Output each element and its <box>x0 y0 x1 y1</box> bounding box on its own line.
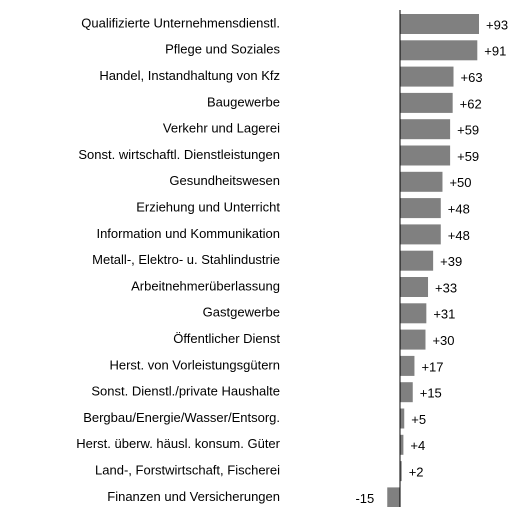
category-label: Qualifizierte Unternehmensdienstl. <box>81 15 280 30</box>
bar <box>400 198 441 219</box>
bar <box>400 145 451 166</box>
value-label: +59 <box>457 123 479 138</box>
category-label: Gesundheitswesen <box>169 173 280 188</box>
category-label: Sonst. wirtschaftl. Dienstleistungen <box>78 147 280 162</box>
category-label: Öffentlicher Dienst <box>173 331 280 346</box>
bar <box>400 434 404 455</box>
category-label: Land-, Forstwirtschaft, Fischerei <box>95 463 280 478</box>
category-label: Bergbau/Energie/Wasser/Entsorg. <box>83 410 280 425</box>
value-label: +5 <box>411 412 426 427</box>
bar <box>387 487 400 507</box>
bar <box>400 250 434 271</box>
bar <box>400 277 429 297</box>
category-label: Gastgewerbe <box>203 305 280 320</box>
value-label: +91 <box>484 44 506 59</box>
value-label: +63 <box>461 70 483 85</box>
category-label: Baugewerbe <box>207 94 280 109</box>
bar <box>400 14 479 34</box>
category-label: Sonst. Dienstl./private Haushalte <box>91 384 280 399</box>
value-label: +62 <box>460 96 482 111</box>
category-label: Information und Kommunikation <box>96 226 280 241</box>
bar <box>400 382 413 403</box>
category-label: Arbeitnehmerüberlassung <box>131 278 280 293</box>
value-label: -15 <box>355 491 374 506</box>
bar <box>400 355 415 376</box>
category-label: Finanzen und Versicherungen <box>107 489 280 504</box>
bar <box>400 224 441 245</box>
value-label: +93 <box>486 17 508 32</box>
value-label: +39 <box>440 254 462 269</box>
value-label: +50 <box>449 175 471 190</box>
value-label: +30 <box>432 333 454 348</box>
bar <box>400 461 402 482</box>
category-label: Handel, Instandhaltung von Kfz <box>99 68 280 83</box>
bar <box>400 329 426 350</box>
value-label: +17 <box>421 359 443 374</box>
value-label: +2 <box>409 465 424 480</box>
value-label: +48 <box>448 202 470 217</box>
bar <box>400 92 453 113</box>
value-label: +31 <box>433 307 455 322</box>
value-label: +4 <box>410 438 425 453</box>
bar <box>400 40 478 61</box>
bar <box>400 119 451 140</box>
value-label: +48 <box>448 228 470 243</box>
category-label: Herst. von Vorleistungsgütern <box>109 357 280 372</box>
category-label: Verkehr und Lagerei <box>163 121 280 136</box>
value-label: +15 <box>420 386 442 401</box>
value-label: +33 <box>435 280 457 295</box>
bar <box>400 66 454 87</box>
category-label: Metall-, Elektro- u. Stahlindustrie <box>92 252 280 267</box>
category-label: Pflege und Soziales <box>165 42 280 57</box>
bar <box>400 303 427 324</box>
bar <box>400 171 443 192</box>
category-label: Erziehung und Unterricht <box>136 200 280 215</box>
bar <box>400 408 405 429</box>
value-label: +59 <box>457 149 479 164</box>
category-label: Herst. überw. häusl. konsum. Güter <box>76 436 280 451</box>
